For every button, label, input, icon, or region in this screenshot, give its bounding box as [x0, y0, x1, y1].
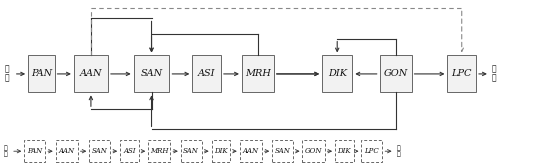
- Text: SAN: SAN: [141, 69, 163, 78]
- Text: MRH: MRH: [245, 69, 271, 78]
- FancyBboxPatch shape: [272, 140, 293, 162]
- Text: SAN: SAN: [275, 147, 290, 155]
- Text: GON: GON: [383, 69, 408, 78]
- Text: 输
入: 输 入: [4, 145, 7, 157]
- Text: SAN: SAN: [92, 147, 107, 155]
- FancyBboxPatch shape: [242, 55, 274, 92]
- Text: GON: GON: [305, 147, 322, 155]
- FancyBboxPatch shape: [120, 140, 139, 162]
- FancyBboxPatch shape: [322, 55, 353, 92]
- FancyBboxPatch shape: [335, 140, 354, 162]
- FancyBboxPatch shape: [28, 55, 55, 92]
- Text: PAN: PAN: [31, 69, 52, 78]
- Text: 输
出: 输 出: [492, 65, 496, 82]
- FancyBboxPatch shape: [56, 140, 78, 162]
- Text: SAN: SAN: [183, 147, 199, 155]
- Text: DIK: DIK: [328, 69, 347, 78]
- Text: DIK: DIK: [338, 147, 351, 155]
- FancyBboxPatch shape: [240, 140, 262, 162]
- Text: 输
出: 输 出: [397, 145, 401, 157]
- FancyBboxPatch shape: [89, 140, 110, 162]
- FancyBboxPatch shape: [447, 55, 476, 92]
- Text: ASI: ASI: [123, 147, 136, 155]
- Text: LPC: LPC: [451, 69, 472, 78]
- Text: AAN: AAN: [242, 147, 259, 155]
- FancyBboxPatch shape: [192, 55, 221, 92]
- Text: DIK: DIK: [214, 147, 228, 155]
- Text: AAN: AAN: [58, 147, 75, 155]
- Text: AAN: AAN: [80, 69, 102, 78]
- Text: MRH: MRH: [150, 147, 169, 155]
- Text: PAN: PAN: [27, 147, 42, 155]
- FancyBboxPatch shape: [380, 55, 412, 92]
- Text: 输
入: 输 入: [5, 65, 9, 82]
- FancyBboxPatch shape: [133, 55, 170, 92]
- FancyBboxPatch shape: [361, 140, 382, 162]
- Text: LPC: LPC: [365, 147, 379, 155]
- FancyBboxPatch shape: [212, 140, 230, 162]
- FancyBboxPatch shape: [24, 140, 45, 162]
- Text: ASI: ASI: [198, 69, 215, 78]
- FancyBboxPatch shape: [148, 140, 170, 162]
- FancyBboxPatch shape: [302, 140, 325, 162]
- FancyBboxPatch shape: [74, 55, 108, 92]
- FancyBboxPatch shape: [181, 140, 202, 162]
